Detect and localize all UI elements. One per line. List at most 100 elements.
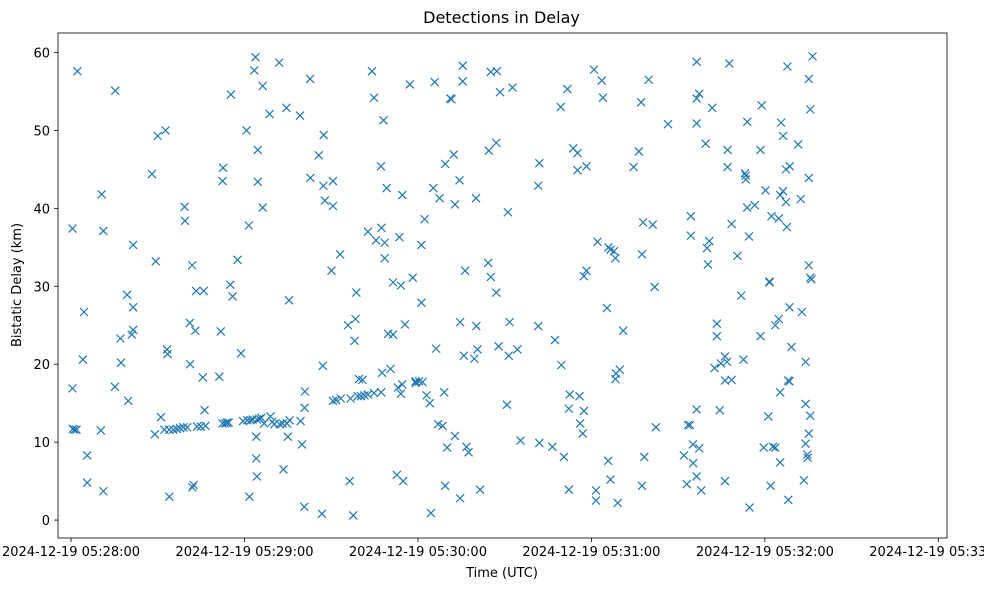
data-point	[644, 75, 654, 85]
data-point	[582, 266, 591, 276]
data-point	[597, 76, 607, 85]
data-point	[82, 450, 92, 460]
data-point	[613, 498, 623, 508]
data-point	[440, 159, 450, 169]
data-point	[356, 391, 366, 401]
data-point	[68, 383, 77, 393]
data-point	[354, 374, 364, 384]
data-point	[785, 376, 794, 386]
data-point	[455, 317, 465, 327]
data-point	[317, 509, 327, 519]
data-point	[723, 145, 732, 155]
data-point	[253, 145, 263, 155]
data-point	[785, 161, 795, 171]
data-point	[249, 65, 259, 75]
data-point	[400, 320, 410, 329]
data-point	[688, 458, 698, 468]
data-point	[458, 61, 468, 71]
data-point	[776, 118, 786, 128]
data-point	[396, 281, 406, 290]
data-point	[335, 249, 345, 259]
chart-title: Detections in Delay	[423, 8, 580, 27]
data-point	[358, 375, 367, 385]
data-point	[397, 190, 407, 200]
data-point	[345, 476, 355, 486]
data-point	[464, 447, 473, 457]
data-point	[638, 217, 648, 227]
data-point	[284, 295, 294, 305]
data-point	[759, 443, 769, 453]
data-point	[775, 387, 785, 397]
data-point	[185, 359, 195, 369]
data-point	[398, 476, 408, 486]
data-point	[742, 117, 752, 127]
data-point	[226, 90, 236, 99]
data-point	[756, 331, 765, 341]
data-point	[458, 76, 468, 86]
data-point	[188, 482, 197, 492]
data-point	[449, 150, 459, 159]
data-point	[447, 94, 456, 104]
data-point	[679, 450, 689, 460]
data-point	[688, 440, 698, 449]
data-point	[715, 405, 725, 415]
data-point	[236, 348, 246, 358]
data-point	[741, 175, 751, 184]
data-point	[328, 201, 338, 211]
data-point	[692, 404, 702, 414]
data-point	[397, 380, 407, 389]
data-point	[694, 89, 704, 99]
data-point	[274, 58, 284, 68]
data-point	[116, 358, 126, 368]
data-point	[192, 422, 202, 431]
data-point	[96, 426, 106, 435]
data-point	[712, 331, 722, 341]
data-point	[610, 253, 620, 263]
data-point	[150, 429, 160, 439]
data-point	[430, 77, 440, 87]
data-point	[473, 344, 482, 354]
data-point	[579, 271, 589, 281]
data-point	[369, 93, 379, 103]
data-point	[455, 175, 464, 185]
data-point	[603, 456, 613, 466]
x-tick-label: 2024-12-19 05:32:00	[696, 545, 834, 560]
data-point	[486, 272, 496, 282]
data-point	[502, 400, 512, 410]
plot-area	[57, 32, 948, 539]
data-point	[459, 351, 469, 361]
data-point	[187, 260, 197, 270]
y-tick-label: 10	[33, 436, 50, 451]
data-point	[702, 243, 712, 253]
data-point	[244, 492, 254, 502]
data-point	[425, 398, 435, 408]
data-point	[388, 330, 398, 340]
data-point	[327, 266, 336, 276]
data-point	[97, 189, 107, 199]
data-point	[475, 485, 485, 495]
data-point	[564, 404, 574, 414]
data-point	[741, 171, 751, 181]
data-point	[768, 442, 778, 452]
data-point	[683, 420, 693, 430]
data-point	[782, 222, 792, 232]
data-point	[799, 475, 809, 485]
data-point	[556, 102, 566, 112]
data-point	[256, 413, 266, 423]
data-point	[346, 394, 355, 403]
data-point	[343, 320, 353, 330]
data-point	[418, 377, 427, 387]
data-point	[164, 492, 174, 502]
data-point	[508, 83, 517, 92]
data-point	[426, 508, 436, 518]
data-point	[804, 74, 814, 84]
data-point	[296, 416, 305, 426]
data-point	[579, 406, 589, 416]
x-axis-title: Time (UTC)	[465, 566, 538, 581]
data-point	[328, 176, 338, 186]
y-tick-label: 0	[42, 514, 50, 529]
data-point	[199, 286, 209, 296]
data-point	[110, 382, 120, 392]
data-point	[251, 52, 260, 62]
data-point	[318, 361, 328, 371]
